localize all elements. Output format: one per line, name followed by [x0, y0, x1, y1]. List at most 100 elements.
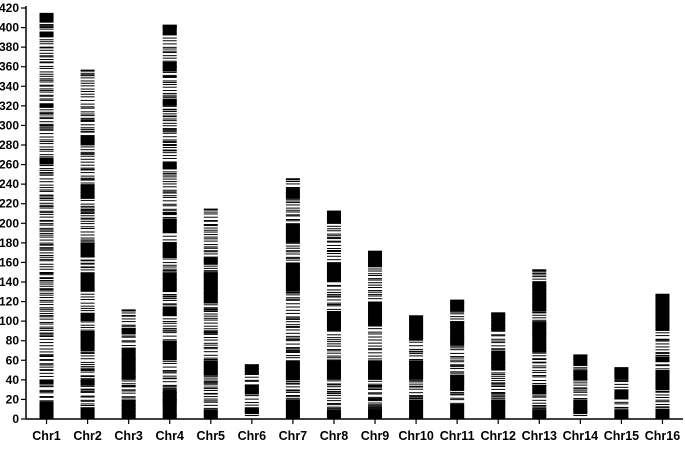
- x-tick-label: Chr15: [604, 429, 639, 443]
- x-tick-label: Chr12: [481, 429, 516, 443]
- strip-chr10: [409, 315, 424, 419]
- x-tick-label: Chr2: [73, 429, 102, 443]
- strip-chr1: [39, 12, 54, 419]
- marker-block: [80, 407, 95, 419]
- y-axis: 0 20 40 60 80 100 120 140 160 180 200 220 240 260 280 3…: [0, 1, 27, 426]
- marker-block: [244, 365, 259, 375]
- marker-block: [368, 301, 383, 327]
- marker-block: [491, 399, 506, 419]
- marker-block: [491, 313, 506, 331]
- marker-block: [326, 360, 341, 380]
- marker-block: [162, 242, 177, 258]
- strip-chr6: [244, 364, 259, 417]
- marker-block: [450, 321, 465, 346]
- y-tick-label: 400: [0, 21, 19, 35]
- marker-block: [39, 157, 54, 165]
- strip-chr8: [326, 210, 341, 419]
- y-tick-label: 40: [6, 373, 20, 387]
- marker-block: [244, 384, 259, 395]
- x-tick-label: Chr3: [114, 429, 143, 443]
- marker-block: [491, 350, 506, 371]
- y-tick-label: 220: [0, 197, 19, 211]
- marker-block: [162, 99, 177, 106]
- x-tick-label: Chr14: [563, 429, 598, 443]
- strip-chr15: [614, 367, 629, 419]
- marker-block: [162, 389, 177, 419]
- y-tick-label: 340: [0, 79, 19, 93]
- marker-block: [655, 294, 670, 331]
- marker-block: [80, 242, 95, 258]
- x-tick-label: Chr7: [279, 429, 308, 443]
- marker-block: [203, 272, 218, 304]
- marker-block: [326, 409, 341, 419]
- strip-chr7: [285, 178, 300, 419]
- marker-block: [80, 272, 95, 292]
- marker-block: [450, 404, 465, 419]
- marker-block: [39, 31, 54, 38]
- marker-block: [80, 313, 95, 322]
- marker-block: [532, 384, 547, 395]
- marker-block: [532, 409, 547, 419]
- marker-block: [162, 218, 177, 234]
- marker-block: [162, 340, 177, 361]
- marker-block: [162, 61, 177, 72]
- strip-chr9: [368, 250, 383, 419]
- x-tick-label: Chr4: [155, 429, 184, 443]
- strip-chr11: [450, 299, 465, 419]
- marker-block: [285, 262, 300, 292]
- marker-block: [80, 135, 95, 145]
- strip-chr12: [491, 312, 506, 419]
- x-tick-label: Chr6: [238, 429, 267, 443]
- x-tick-label: Chr1: [32, 429, 61, 443]
- marker-block: [80, 330, 95, 351]
- strip-chr3: [121, 309, 136, 419]
- strip-chr2: [80, 69, 95, 419]
- y-tick-label: 300: [0, 118, 19, 132]
- marker-block: [121, 399, 136, 419]
- marker-block: [203, 257, 218, 265]
- marker-block: [573, 399, 588, 415]
- marker-block: [532, 321, 547, 353]
- marker-block: [326, 311, 341, 331]
- y-tick-label: 420: [0, 1, 19, 15]
- marker-block: [162, 25, 177, 36]
- y-tick-label: 240: [0, 177, 19, 191]
- marker-block: [368, 252, 383, 268]
- marker-block: [450, 300, 465, 312]
- marker-block: [655, 356, 670, 363]
- marker-block: [368, 360, 383, 380]
- marker-block: [285, 360, 300, 380]
- y-tick-label: 20: [6, 392, 20, 406]
- marker-block: [162, 162, 177, 170]
- strip-chr16: [655, 293, 670, 419]
- marker-block: [121, 327, 136, 334]
- marker-block: [203, 409, 218, 419]
- x-axis: Chr1 Chr2 Chr3 Chr4 Chr5 Chr6 Chr7 Chr8 Chr9 Chr1…: [26, 418, 683, 443]
- strip-chr4: [162, 24, 177, 419]
- marker-block: [162, 306, 177, 317]
- marker-block: [39, 103, 54, 108]
- marker-block: [121, 347, 136, 380]
- y-tick-label: 80: [6, 334, 20, 348]
- marker-block: [409, 316, 424, 341]
- marker-block: [532, 282, 547, 312]
- y-tick-label: 100: [0, 314, 19, 328]
- marker-block: [573, 370, 588, 380]
- marker-block: [80, 184, 95, 199]
- strip-chr14: [573, 354, 588, 417]
- x-tick-label: Chr9: [361, 429, 390, 443]
- strip-chr5: [203, 208, 218, 419]
- y-tick-label: 380: [0, 40, 19, 54]
- marker-block: [573, 355, 588, 366]
- marker-block: [368, 409, 383, 419]
- x-tick-label: Chr11: [440, 429, 475, 443]
- x-tick-label: Chr8: [320, 429, 349, 443]
- x-tick-label: Chr13: [522, 429, 557, 443]
- y-tick-label: 120: [0, 295, 19, 309]
- marker-block: [655, 370, 670, 390]
- marker-block: [614, 409, 629, 419]
- marker-block: [285, 399, 300, 419]
- y-tick-label: 0: [12, 412, 19, 426]
- marker-block: [80, 379, 95, 386]
